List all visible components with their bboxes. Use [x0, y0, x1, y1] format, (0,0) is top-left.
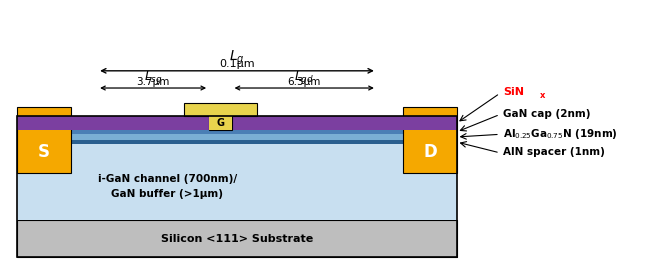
Bar: [17, 220, 457, 257]
Bar: [209, 116, 231, 130]
Bar: [17, 130, 457, 134]
Text: 3.7μm: 3.7μm: [137, 77, 170, 88]
Text: $L_{sg}$: $L_{sg}$: [144, 69, 163, 86]
Text: S: S: [38, 143, 50, 160]
Text: 6.3μm: 6.3μm: [287, 77, 321, 88]
Text: SiN: SiN: [503, 87, 524, 97]
Bar: [404, 107, 457, 173]
Bar: [17, 140, 457, 144]
Bar: [17, 134, 457, 140]
Bar: [17, 116, 97, 130]
Text: i-GaN channel (700nm)/: i-GaN channel (700nm)/: [97, 174, 237, 184]
Text: x: x: [540, 92, 545, 101]
Bar: [17, 107, 71, 173]
Text: G: G: [216, 118, 224, 128]
Text: Silicon <111> Substrate: Silicon <111> Substrate: [161, 234, 313, 244]
Bar: [17, 116, 457, 130]
Bar: [17, 144, 457, 220]
Text: GaN cap (2nm): GaN cap (2nm): [503, 109, 591, 119]
Bar: [183, 103, 257, 116]
Text: $L_g$: $L_g$: [229, 48, 245, 67]
Text: Al$_{0.25}$Ga$_{0.75}$N (19nm): Al$_{0.25}$Ga$_{0.75}$N (19nm): [503, 127, 618, 141]
Bar: [377, 116, 457, 130]
Text: 0.1μm: 0.1μm: [219, 60, 255, 69]
Text: GaN buffer (>1μm): GaN buffer (>1μm): [111, 189, 223, 199]
Bar: [209, 116, 231, 130]
Text: $L_{gd}$: $L_{gd}$: [294, 69, 314, 86]
Text: AlN spacer (1nm): AlN spacer (1nm): [503, 147, 605, 157]
Text: D: D: [423, 143, 437, 160]
Bar: [17, 116, 457, 257]
